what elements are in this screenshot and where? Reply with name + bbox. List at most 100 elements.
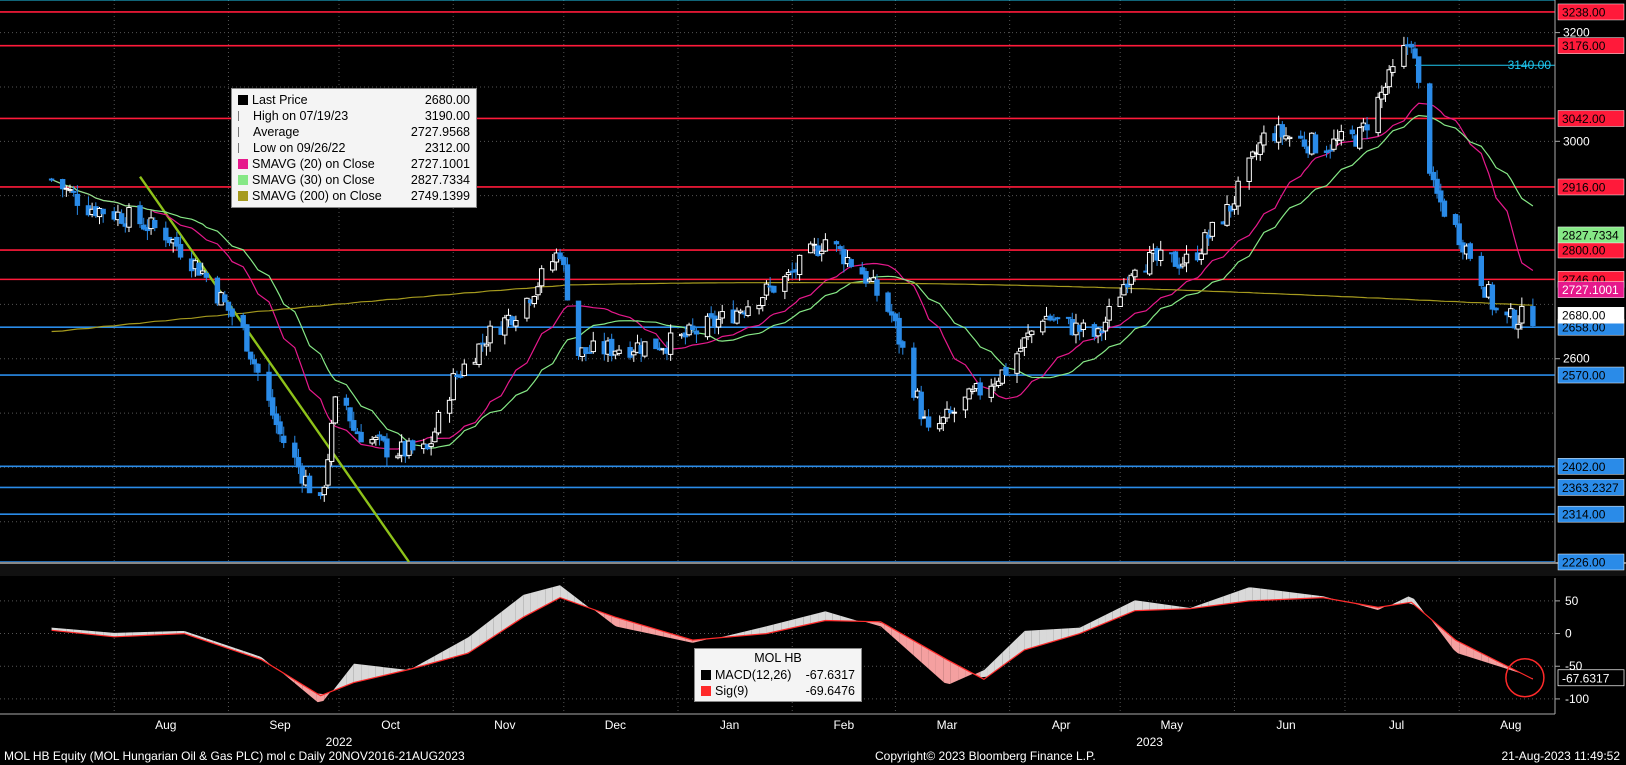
- candle: [358, 424, 364, 443]
- candle: [199, 262, 206, 275]
- candle: [1427, 82, 1433, 176]
- level-tag-label: 2570.00: [1562, 369, 1606, 383]
- price-legend-row: High on 07/19/23 3190.00: [232, 108, 476, 124]
- candle: [476, 343, 482, 368]
- candle: [586, 344, 593, 355]
- candle: [1452, 213, 1459, 228]
- candle: [561, 255, 567, 272]
- price-legend-value: 2727.9568: [410, 125, 470, 139]
- candle: [1478, 252, 1485, 290]
- y-tick-label: 3200: [1563, 26, 1590, 40]
- macd-legend: MOL HB MACD(12,26) -67.6317 Sig(9) -69.6476: [694, 648, 862, 702]
- candle: [1323, 145, 1330, 158]
- macd-fill: [515, 594, 524, 623]
- macd-fill: [294, 679, 303, 691]
- candle: [1121, 278, 1127, 296]
- macd-fill: [198, 635, 207, 642]
- candle: [67, 184, 73, 193]
- candle: [1511, 308, 1518, 330]
- candle: [859, 261, 865, 275]
- level-tag-label: 2827.7334: [1562, 228, 1619, 242]
- level-tag: [1557, 226, 1625, 244]
- level-tag: [1557, 479, 1625, 496]
- candle: [281, 426, 287, 448]
- candle: [1327, 144, 1333, 159]
- candle: [690, 318, 696, 333]
- y-tick-label: 2600: [1563, 352, 1590, 366]
- level-tag: [1557, 306, 1625, 324]
- candle: [1386, 65, 1392, 94]
- candle: [1364, 117, 1370, 140]
- candle: [550, 254, 556, 273]
- level-tag: [1557, 281, 1625, 298]
- candle: [667, 324, 674, 361]
- macd-fill: [825, 610, 833, 621]
- price-legend-value: 2727.1001: [410, 157, 470, 171]
- candle: [616, 345, 622, 356]
- macd-fill: [641, 624, 649, 635]
- macd-last-tag-label: -67.6317: [1562, 671, 1610, 685]
- candle: [977, 377, 983, 400]
- candle: [796, 254, 803, 281]
- candle: [48, 177, 55, 182]
- candle: [1054, 316, 1061, 325]
- candle: [1412, 41, 1418, 59]
- price-legend-row: SMAVG (20) on Close 2727.1001: [232, 156, 476, 172]
- macd-fill: [560, 584, 568, 601]
- level-tag-label: 3238.00: [1562, 5, 1606, 19]
- candle: [1375, 92, 1381, 137]
- macd-fill: [346, 662, 354, 686]
- candle: [325, 453, 331, 489]
- macd-fill: [537, 588, 546, 610]
- candle: [756, 304, 762, 315]
- candle: [642, 341, 648, 358]
- price-legend-row: SMAVG (30) on Close 2827.7334: [232, 172, 476, 188]
- candle: [564, 257, 571, 301]
- macd-fill: [250, 652, 258, 659]
- macd-legend-value: -69.6476: [805, 684, 855, 698]
- footer-security-info: MOL HB Equity (MOL Hungarian Oil & Gas P…: [4, 749, 465, 763]
- macd-fill: [221, 642, 229, 649]
- candle: [351, 411, 357, 432]
- macd-fill: [316, 693, 325, 703]
- level-tag-label: 3042.00: [1562, 112, 1606, 126]
- candle: [1519, 297, 1525, 330]
- candle: [1246, 157, 1252, 190]
- candle: [225, 301, 232, 318]
- price-legend-row: Low on 09/26/22 2312.00: [232, 140, 476, 156]
- macd-fill: [375, 665, 384, 678]
- candle: [1106, 298, 1112, 328]
- macd-fill: [1503, 664, 1511, 671]
- x-tick-label: Nov: [494, 718, 515, 732]
- candle: [1051, 314, 1057, 322]
- macd-fill: [508, 600, 516, 627]
- macd-fill: [1289, 591, 1298, 600]
- candle: [1029, 330, 1035, 344]
- candle: [457, 370, 464, 379]
- macd-fill: [633, 622, 642, 633]
- candle: [970, 385, 976, 395]
- candle: [126, 203, 132, 233]
- level-tag: [1557, 553, 1625, 571]
- high-marker-icon: [238, 111, 243, 121]
- candle: [811, 237, 818, 255]
- candle: [1183, 245, 1190, 273]
- macd-fill: [176, 630, 185, 634]
- sma200-line: [51, 282, 1533, 333]
- candle: [1014, 351, 1020, 384]
- candle: [1198, 248, 1204, 265]
- legend-swatch: [238, 191, 248, 201]
- highlight-circle: [1505, 658, 1545, 698]
- level-tag-label: 2727.1001: [1562, 283, 1619, 297]
- candle: [940, 416, 947, 432]
- candle: [1040, 319, 1046, 336]
- gridlines: [0, 0, 1555, 712]
- price-legend-label: SMAVG (20) on Close: [252, 157, 375, 171]
- x-year-label: 2022: [326, 735, 353, 749]
- candle: [483, 335, 490, 356]
- candle: [1408, 40, 1414, 54]
- candle: [988, 378, 994, 403]
- macd-fill: [1260, 587, 1268, 601]
- candle: [807, 241, 814, 254]
- candle: [59, 178, 66, 198]
